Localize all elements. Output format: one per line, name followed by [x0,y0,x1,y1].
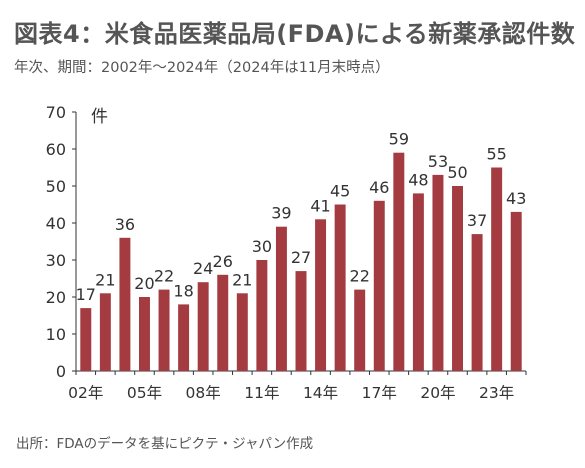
y-tick-label: 30 [46,251,66,270]
bar-value-label: 21 [232,270,252,289]
bar [393,152,405,371]
bar [354,289,366,371]
bar-value-label: 22 [154,267,174,286]
y-tick-label: 20 [46,288,66,307]
bar-value-label: 50 [447,163,467,182]
bar [119,237,131,371]
chart-subtitle: 年次、期間：2002年～2024年（2024年は11月末時点） [14,60,390,76]
bar [80,308,92,371]
bar-value-label: 41 [310,196,330,215]
x-tick-label: 02年 [68,384,103,402]
bar [295,271,307,371]
bar-value-label: 21 [95,270,115,289]
bar [510,211,522,371]
x-tick-label: 23年 [479,384,514,402]
bar [139,297,150,371]
y-tick-label: 40 [46,214,66,233]
bar-value-label: 24 [193,259,213,278]
x-tick-label: 08年 [186,384,221,402]
bar-value-label: 18 [173,281,193,300]
x-tick-label: 14年 [303,384,338,402]
bar-value-label: 53 [428,152,448,171]
bar [236,293,248,371]
bar [412,193,424,371]
bar [178,304,190,371]
bar [315,219,327,371]
bar-value-label: 26 [213,252,233,271]
bar-value-label: 46 [369,178,389,197]
bar-value-label: 22 [350,267,370,286]
y-axis-ticks: 0 10 20 30 40 50 60 70 [46,103,76,381]
bar-value-label: 17 [76,285,96,304]
bar [275,226,287,371]
bar-value-label: 45 [330,182,350,201]
source-note: 出所：FDAのデータを基にピクテ・ジャパン作成 [16,436,314,452]
bar [197,282,209,371]
y-tick-label: 70 [46,103,66,122]
x-tick-label: 05年 [127,384,162,402]
bar [217,274,229,371]
bar [373,200,385,371]
x-axis-ticks: 02年 05年 08年 11年 14年 17年 20年 23年 [68,371,527,402]
bar-value-label: 20 [134,274,154,293]
bar-value-label: 37 [467,211,487,230]
bar [452,186,463,371]
bar-value-label: 59 [389,130,409,149]
bar [158,289,170,371]
bar [256,260,268,371]
x-tick-label: 11年 [244,384,279,402]
bar [334,204,346,371]
bar-value-label: 39 [271,204,291,223]
y-tick-label: 10 [46,325,66,344]
bar-value-label: 30 [252,237,272,256]
y-tick-label: 50 [46,177,66,196]
x-tick-label: 20年 [420,384,455,402]
bar [491,167,503,371]
bar-value-label: 36 [115,215,135,234]
chart-title: 図表4：米食品医薬品局(FDA)による新薬承認件数 [14,20,576,48]
bar-value-label: 27 [291,248,311,267]
bar [432,174,444,371]
bar-value-label: 43 [506,189,526,208]
bar-value-label: 55 [486,145,506,164]
bar [99,293,111,371]
y-tick-label: 60 [46,140,66,159]
y-axis-label: 件 [91,107,108,127]
y-tick-label: 0 [56,362,66,381]
x-tick-label: 17年 [362,384,397,402]
bar [471,234,483,371]
chart-bars [80,152,522,371]
bar-value-label: 48 [408,170,428,189]
